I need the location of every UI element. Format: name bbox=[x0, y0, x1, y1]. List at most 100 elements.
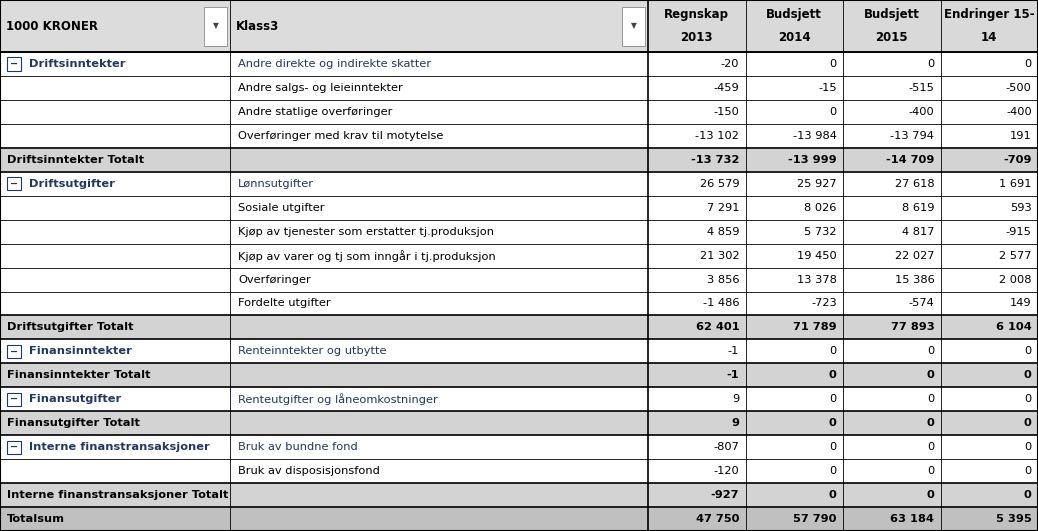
Bar bbox=[0, 292, 1038, 315]
Text: -15: -15 bbox=[818, 83, 837, 93]
Text: 0: 0 bbox=[927, 466, 934, 476]
Bar bbox=[0, 148, 1038, 172]
Text: Overføringer: Overføringer bbox=[239, 275, 311, 285]
Text: 15 386: 15 386 bbox=[895, 275, 934, 285]
Bar bbox=[7, 345, 21, 358]
Text: 0: 0 bbox=[829, 442, 837, 452]
Text: 0: 0 bbox=[926, 370, 934, 380]
Bar bbox=[0, 507, 1038, 531]
Text: 0: 0 bbox=[1025, 59, 1032, 69]
Text: -500: -500 bbox=[1006, 83, 1032, 93]
Text: 0: 0 bbox=[1025, 395, 1032, 404]
Bar bbox=[648, 0, 745, 52]
Text: 71 789: 71 789 bbox=[793, 322, 837, 332]
Text: Driftsutgifter: Driftsutgifter bbox=[29, 179, 115, 189]
Text: 0: 0 bbox=[926, 418, 934, 428]
Text: Renteinntekter og utbytte: Renteinntekter og utbytte bbox=[239, 346, 387, 356]
Text: 1000 KRONER: 1000 KRONER bbox=[6, 20, 99, 32]
Text: Sosiale utgifter: Sosiale utgifter bbox=[239, 203, 325, 213]
Bar bbox=[204, 6, 227, 46]
Text: Finansinntekter Totalt: Finansinntekter Totalt bbox=[7, 370, 151, 380]
Text: 2013: 2013 bbox=[681, 31, 713, 44]
Text: Finansutgifter Totalt: Finansutgifter Totalt bbox=[7, 418, 140, 428]
Text: Interne finanstransaksjoner: Interne finanstransaksjoner bbox=[29, 442, 210, 452]
Bar bbox=[0, 172, 1038, 196]
Bar bbox=[622, 6, 645, 46]
Text: 0: 0 bbox=[829, 370, 837, 380]
Text: 21 302: 21 302 bbox=[700, 251, 739, 261]
Text: 191: 191 bbox=[1010, 131, 1032, 141]
Bar bbox=[0, 0, 648, 52]
Bar bbox=[204, 6, 227, 46]
Text: 0: 0 bbox=[829, 107, 837, 117]
Bar bbox=[0, 52, 1038, 76]
Bar bbox=[0, 196, 1038, 220]
Text: -927: -927 bbox=[711, 490, 739, 500]
Text: Budsjett: Budsjett bbox=[864, 8, 920, 21]
Text: 14: 14 bbox=[981, 31, 998, 44]
Bar bbox=[0, 220, 1038, 244]
Text: Kjøp av tjenester som erstatter tj.produksjon: Kjøp av tjenester som erstatter tj.produ… bbox=[239, 227, 494, 237]
Text: 62 401: 62 401 bbox=[695, 322, 739, 332]
Text: -723: -723 bbox=[811, 298, 837, 309]
Text: -13 999: -13 999 bbox=[788, 155, 837, 165]
Text: −: − bbox=[10, 346, 18, 356]
Text: 0: 0 bbox=[1023, 490, 1032, 500]
Text: -400: -400 bbox=[1006, 107, 1032, 117]
Text: 0: 0 bbox=[829, 490, 837, 500]
Text: Endringer 15-: Endringer 15- bbox=[944, 8, 1035, 21]
Text: 0: 0 bbox=[1025, 346, 1032, 356]
Text: Renteutgifter og låneomkostninger: Renteutgifter og låneomkostninger bbox=[239, 393, 438, 405]
Text: Klass3: Klass3 bbox=[237, 20, 279, 32]
Text: -574: -574 bbox=[908, 298, 934, 309]
Bar bbox=[0, 339, 1038, 363]
Text: Finansutgifter: Finansutgifter bbox=[29, 395, 121, 404]
Text: 5 732: 5 732 bbox=[804, 227, 837, 237]
Text: Bruk av disposisjonsfond: Bruk av disposisjonsfond bbox=[239, 466, 380, 476]
Text: 2 577: 2 577 bbox=[1000, 251, 1032, 261]
Text: 0: 0 bbox=[926, 490, 934, 500]
Text: Driftsinntekter Totalt: Driftsinntekter Totalt bbox=[7, 155, 144, 165]
Text: Overføringer med krav til motytelse: Overføringer med krav til motytelse bbox=[239, 131, 443, 141]
Text: 0: 0 bbox=[829, 418, 837, 428]
Text: 4 817: 4 817 bbox=[902, 227, 934, 237]
Text: 6 104: 6 104 bbox=[996, 322, 1032, 332]
Text: -400: -400 bbox=[908, 107, 934, 117]
Text: 0: 0 bbox=[927, 442, 934, 452]
Text: 9: 9 bbox=[732, 418, 739, 428]
Text: 0: 0 bbox=[1023, 370, 1032, 380]
Text: Andre direkte og indirekte skatter: Andre direkte og indirekte skatter bbox=[239, 59, 432, 69]
Text: Andre statlige overføringer: Andre statlige overføringer bbox=[239, 107, 392, 117]
Text: 25 927: 25 927 bbox=[797, 179, 837, 189]
Bar bbox=[7, 57, 21, 71]
Text: 0: 0 bbox=[829, 395, 837, 404]
Text: 0: 0 bbox=[829, 466, 837, 476]
Text: Interne finanstransaksjoner Totalt: Interne finanstransaksjoner Totalt bbox=[7, 490, 228, 500]
Text: -1 486: -1 486 bbox=[703, 298, 739, 309]
Bar bbox=[0, 315, 1038, 339]
Text: 0: 0 bbox=[829, 59, 837, 69]
Text: 9: 9 bbox=[732, 395, 739, 404]
Bar bbox=[0, 483, 1038, 507]
Bar bbox=[0, 363, 1038, 387]
Text: 47 750: 47 750 bbox=[695, 514, 739, 524]
Text: Lønnsutgifter: Lønnsutgifter bbox=[239, 179, 315, 189]
Text: −: − bbox=[10, 59, 18, 69]
Text: 0: 0 bbox=[1025, 442, 1032, 452]
Bar bbox=[7, 393, 21, 406]
Text: 3 856: 3 856 bbox=[707, 275, 739, 285]
Text: -13 102: -13 102 bbox=[695, 131, 739, 141]
Text: -807: -807 bbox=[713, 442, 739, 452]
Text: 0: 0 bbox=[927, 395, 934, 404]
Text: Finansinntekter: Finansinntekter bbox=[29, 346, 132, 356]
Text: -14 709: -14 709 bbox=[885, 155, 934, 165]
Text: 5 395: 5 395 bbox=[996, 514, 1032, 524]
Bar bbox=[0, 387, 1038, 411]
Bar bbox=[745, 0, 843, 52]
Text: -13 794: -13 794 bbox=[891, 131, 934, 141]
Text: Kjøp av varer og tj som inngår i tj.produksjon: Kjøp av varer og tj som inngår i tj.prod… bbox=[239, 250, 496, 262]
Text: 0: 0 bbox=[829, 346, 837, 356]
Text: Driftsinntekter: Driftsinntekter bbox=[29, 59, 126, 69]
Text: 22 027: 22 027 bbox=[895, 251, 934, 261]
Text: 63 184: 63 184 bbox=[891, 514, 934, 524]
